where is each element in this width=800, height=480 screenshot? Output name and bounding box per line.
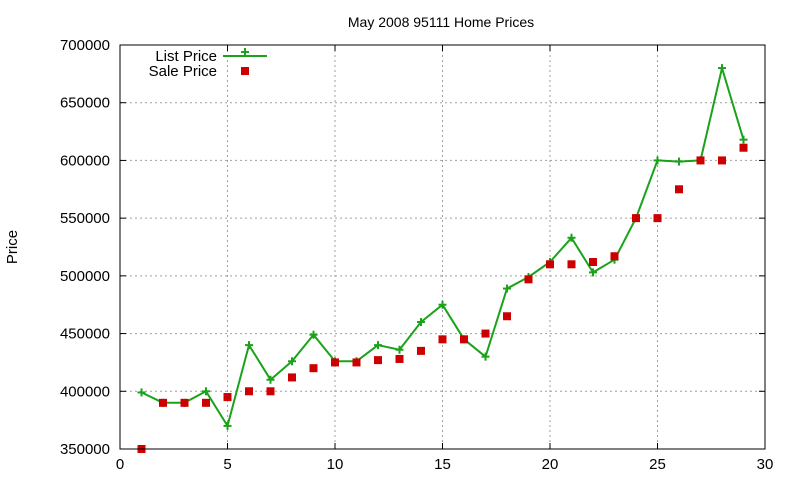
plot-frame [119, 44, 766, 450]
sale-price-point [481, 329, 490, 338]
sale-price-point [503, 312, 511, 321]
x-tick-label: 30 [757, 456, 774, 473]
list-price-point [266, 375, 275, 384]
sale-price-point [610, 252, 619, 261]
list-price-point [374, 341, 382, 350]
y-tick-label: 450000 [60, 326, 110, 343]
sale-price-point [266, 387, 275, 396]
list-price-point [675, 157, 683, 166]
sale-price-point [395, 354, 404, 363]
legend-swatch-sale-price [241, 67, 249, 75]
sale-price-point [180, 398, 189, 407]
x-tick-label: 20 [542, 456, 559, 473]
legend-label-sale-price: Sale Price [149, 63, 217, 80]
list-price-point [718, 64, 726, 73]
sale-price-point [331, 358, 339, 367]
chart-title: May 2008 95111 Home Prices [348, 14, 534, 30]
sale-price-point [374, 356, 382, 365]
legend-label-list-price: List Price [155, 48, 217, 65]
grid [120, 45, 765, 449]
sale-price-point [524, 275, 533, 284]
sale-price-point [653, 214, 662, 223]
sale-price-point [352, 358, 361, 367]
sale-price-point [546, 260, 554, 269]
y-tick-label: 350000 [60, 441, 110, 458]
sale-price-point [417, 346, 425, 355]
list-price-point [739, 135, 748, 144]
y-tick-label: 700000 [60, 37, 110, 54]
list-price-point [223, 421, 232, 430]
sale-price-point [438, 335, 447, 344]
list-price-point [503, 284, 511, 293]
list-price-point [417, 318, 425, 327]
series-layer [137, 64, 748, 453]
sale-price-point [159, 398, 167, 407]
list-price-point [245, 341, 253, 350]
list-price-point [589, 268, 597, 277]
sale-price-point [223, 393, 232, 402]
x-tick-label: 25 [649, 456, 666, 473]
y-tick-label: 600000 [60, 152, 110, 169]
sale-price-point [202, 398, 210, 407]
list-price-point [567, 233, 576, 242]
sale-price-point [739, 143, 748, 152]
sale-price-point [460, 335, 468, 344]
sale-price-point [718, 156, 726, 165]
y-tick-label: 650000 [60, 95, 110, 112]
list-price-point [288, 357, 296, 366]
sale-price-point [567, 260, 576, 269]
y-tick-label: 500000 [60, 268, 110, 285]
list-price-point [438, 300, 447, 309]
legend: List Price Sale Price [149, 48, 267, 80]
list-price-point [202, 387, 210, 396]
list-price-point [137, 388, 146, 397]
list-price-point [653, 156, 662, 165]
x-tick-label: 10 [327, 456, 344, 473]
y-tick-label: 550000 [60, 210, 110, 227]
sale-price-point [589, 258, 597, 267]
y-tick-label: 400000 [60, 383, 110, 400]
axes: 0 5 10 15 20 25 30 350000 400000 450000 500000 5500… [60, 37, 773, 473]
sale-price-point [309, 364, 318, 373]
x-tick-label: 0 [116, 456, 124, 473]
sale-price-point [632, 214, 640, 223]
sale-price-point [696, 156, 705, 165]
x-tick-label: 5 [223, 456, 231, 473]
sale-price-point [245, 387, 253, 396]
list-price-point [481, 352, 490, 361]
sale-price-point [675, 185, 683, 194]
x-tick-label: 15 [434, 456, 451, 473]
list-price-point [395, 345, 404, 354]
sale-price-point [288, 373, 296, 382]
y-axis-label: Price [4, 230, 21, 264]
list-price-point [309, 330, 318, 339]
